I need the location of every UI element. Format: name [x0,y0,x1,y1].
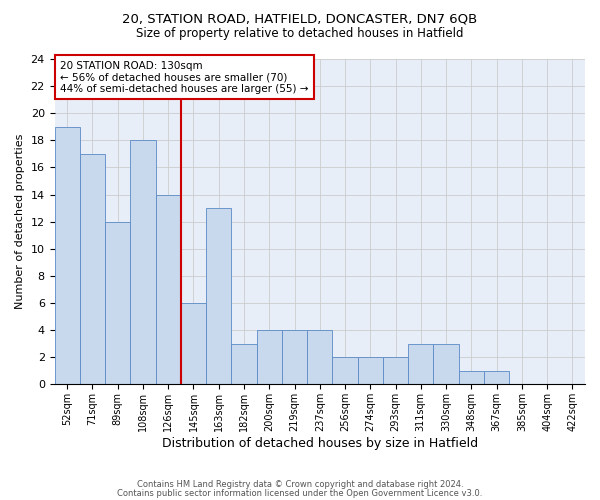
Text: 20, STATION ROAD, HATFIELD, DONCASTER, DN7 6QB: 20, STATION ROAD, HATFIELD, DONCASTER, D… [122,12,478,26]
Bar [332,358,358,384]
Bar [80,154,105,384]
Bar [155,194,181,384]
Y-axis label: Number of detached properties: Number of detached properties [15,134,25,310]
Bar [232,344,257,385]
Bar [257,330,282,384]
Text: 20 STATION ROAD: 130sqm
← 56% of detached houses are smaller (70)
44% of semi-de: 20 STATION ROAD: 130sqm ← 56% of detache… [60,60,308,94]
Bar [484,371,509,384]
Bar [408,344,433,385]
Bar [458,371,484,384]
Bar [282,330,307,384]
Bar [307,330,332,384]
Bar [105,222,130,384]
Text: Size of property relative to detached houses in Hatfield: Size of property relative to detached ho… [136,28,464,40]
Text: Contains public sector information licensed under the Open Government Licence v3: Contains public sector information licen… [118,488,482,498]
Bar [433,344,458,385]
Bar [181,303,206,384]
Text: Contains HM Land Registry data © Crown copyright and database right 2024.: Contains HM Land Registry data © Crown c… [137,480,463,489]
Bar [130,140,155,384]
Bar [55,127,80,384]
Bar [206,208,232,384]
Bar [358,358,383,384]
Bar [383,358,408,384]
X-axis label: Distribution of detached houses by size in Hatfield: Distribution of detached houses by size … [162,437,478,450]
